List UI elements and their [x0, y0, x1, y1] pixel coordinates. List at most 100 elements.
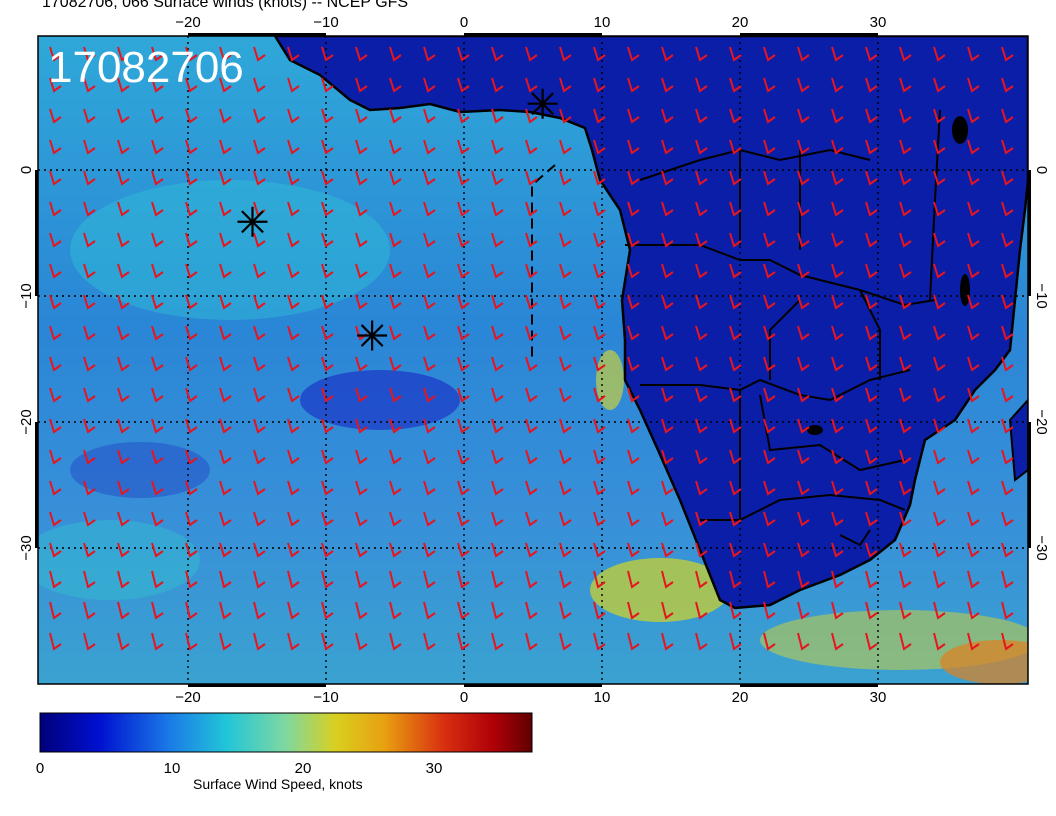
wind-barb	[287, 418, 300, 434]
wind-barb	[219, 418, 232, 434]
lon-tick-bottom: −20	[175, 689, 200, 706]
wind-barb	[355, 294, 368, 310]
wind-barb	[865, 139, 878, 155]
wind-barb	[899, 387, 912, 403]
wind-barb	[967, 387, 980, 403]
wind-barb	[151, 263, 164, 279]
wind-barb	[219, 601, 232, 620]
wind-barb	[1001, 170, 1014, 186]
wind-barb	[219, 511, 232, 527]
wind-barb	[627, 356, 640, 372]
wind-barb	[695, 46, 708, 62]
wind-barb	[899, 294, 912, 310]
wind-barb	[491, 139, 504, 155]
wind-barb	[423, 201, 436, 217]
wind-barb	[83, 77, 96, 93]
wind-barb	[525, 201, 538, 217]
lon-tick-top: −10	[313, 14, 338, 31]
wind-barb	[967, 201, 980, 217]
wind-barb	[185, 356, 198, 372]
wind-barb	[389, 170, 402, 186]
wind-barb	[899, 201, 912, 217]
wind-barb	[831, 387, 844, 403]
wind-barb	[185, 601, 198, 620]
wind-barb	[287, 46, 300, 62]
wind-barb	[933, 108, 946, 124]
wind-barb	[287, 480, 300, 496]
wind-barb	[423, 480, 436, 496]
wind-barb	[355, 570, 368, 589]
wind-barb	[661, 480, 674, 496]
wind-barb	[219, 77, 232, 93]
wind-barb	[117, 201, 130, 217]
wind-barb	[831, 570, 844, 589]
wind-barbs	[49, 46, 1014, 651]
wind-barb	[423, 418, 436, 434]
wind-barb	[423, 449, 436, 465]
wind-barb	[525, 449, 538, 465]
wind-barb	[491, 542, 504, 558]
wind-barb	[389, 632, 402, 651]
wind-barb	[355, 511, 368, 527]
wind-barb	[831, 418, 844, 434]
wind-barb	[117, 542, 130, 558]
wind-barb	[253, 480, 266, 496]
wind-barb	[321, 356, 334, 372]
wind-barb	[661, 139, 674, 155]
wind-barb	[287, 170, 300, 186]
wind-barb	[287, 356, 300, 372]
wind-barb	[287, 232, 300, 248]
wind-barb	[185, 139, 198, 155]
wind-barb	[899, 601, 912, 620]
wind-barb	[933, 263, 946, 279]
wind-barb	[865, 201, 878, 217]
wind-barb	[457, 77, 470, 93]
wind-barb	[967, 325, 980, 341]
wind-barb	[661, 570, 674, 589]
wind-barb	[457, 601, 470, 620]
wind-barb	[423, 139, 436, 155]
wind-barb	[287, 387, 300, 403]
wind-barb	[763, 46, 776, 62]
wind-barb	[219, 139, 232, 155]
wind-barb	[185, 46, 198, 62]
wind-barb	[355, 449, 368, 465]
wind-barb	[763, 232, 776, 248]
wind-barb	[457, 570, 470, 589]
wind-barb	[185, 294, 198, 310]
wind-barb	[763, 139, 776, 155]
wind-barb	[49, 46, 62, 62]
wind-barb	[627, 139, 640, 155]
wind-barb	[253, 387, 266, 403]
wind-barb	[967, 77, 980, 93]
wind-barb	[729, 601, 742, 620]
wind-barb	[253, 77, 266, 93]
wind-barb	[797, 139, 810, 155]
wind-barb	[151, 294, 164, 310]
wind-barb	[729, 480, 742, 496]
wind-barb	[117, 601, 130, 620]
wind-barb	[831, 201, 844, 217]
wind-barb	[865, 356, 878, 372]
wind-barb	[865, 632, 878, 651]
wind-barb	[185, 418, 198, 434]
wind-barb	[253, 632, 266, 651]
wind-barb	[661, 232, 674, 248]
wind-barb	[967, 232, 980, 248]
wind-barb	[287, 449, 300, 465]
storm-marker	[357, 320, 388, 351]
wind-barb	[1001, 77, 1014, 93]
wind-barb	[185, 325, 198, 341]
wind-barb	[729, 418, 742, 434]
wind-barb	[151, 77, 164, 93]
wind-barb	[695, 480, 708, 496]
wind-barb	[355, 170, 368, 186]
wind-barb	[729, 542, 742, 558]
wind-barb	[491, 325, 504, 341]
wind-barb	[253, 170, 266, 186]
wind-barb	[865, 449, 878, 465]
wind-barb	[83, 201, 96, 217]
wind-barb	[253, 263, 266, 279]
wind-barb	[49, 542, 62, 558]
wind-barb	[695, 201, 708, 217]
